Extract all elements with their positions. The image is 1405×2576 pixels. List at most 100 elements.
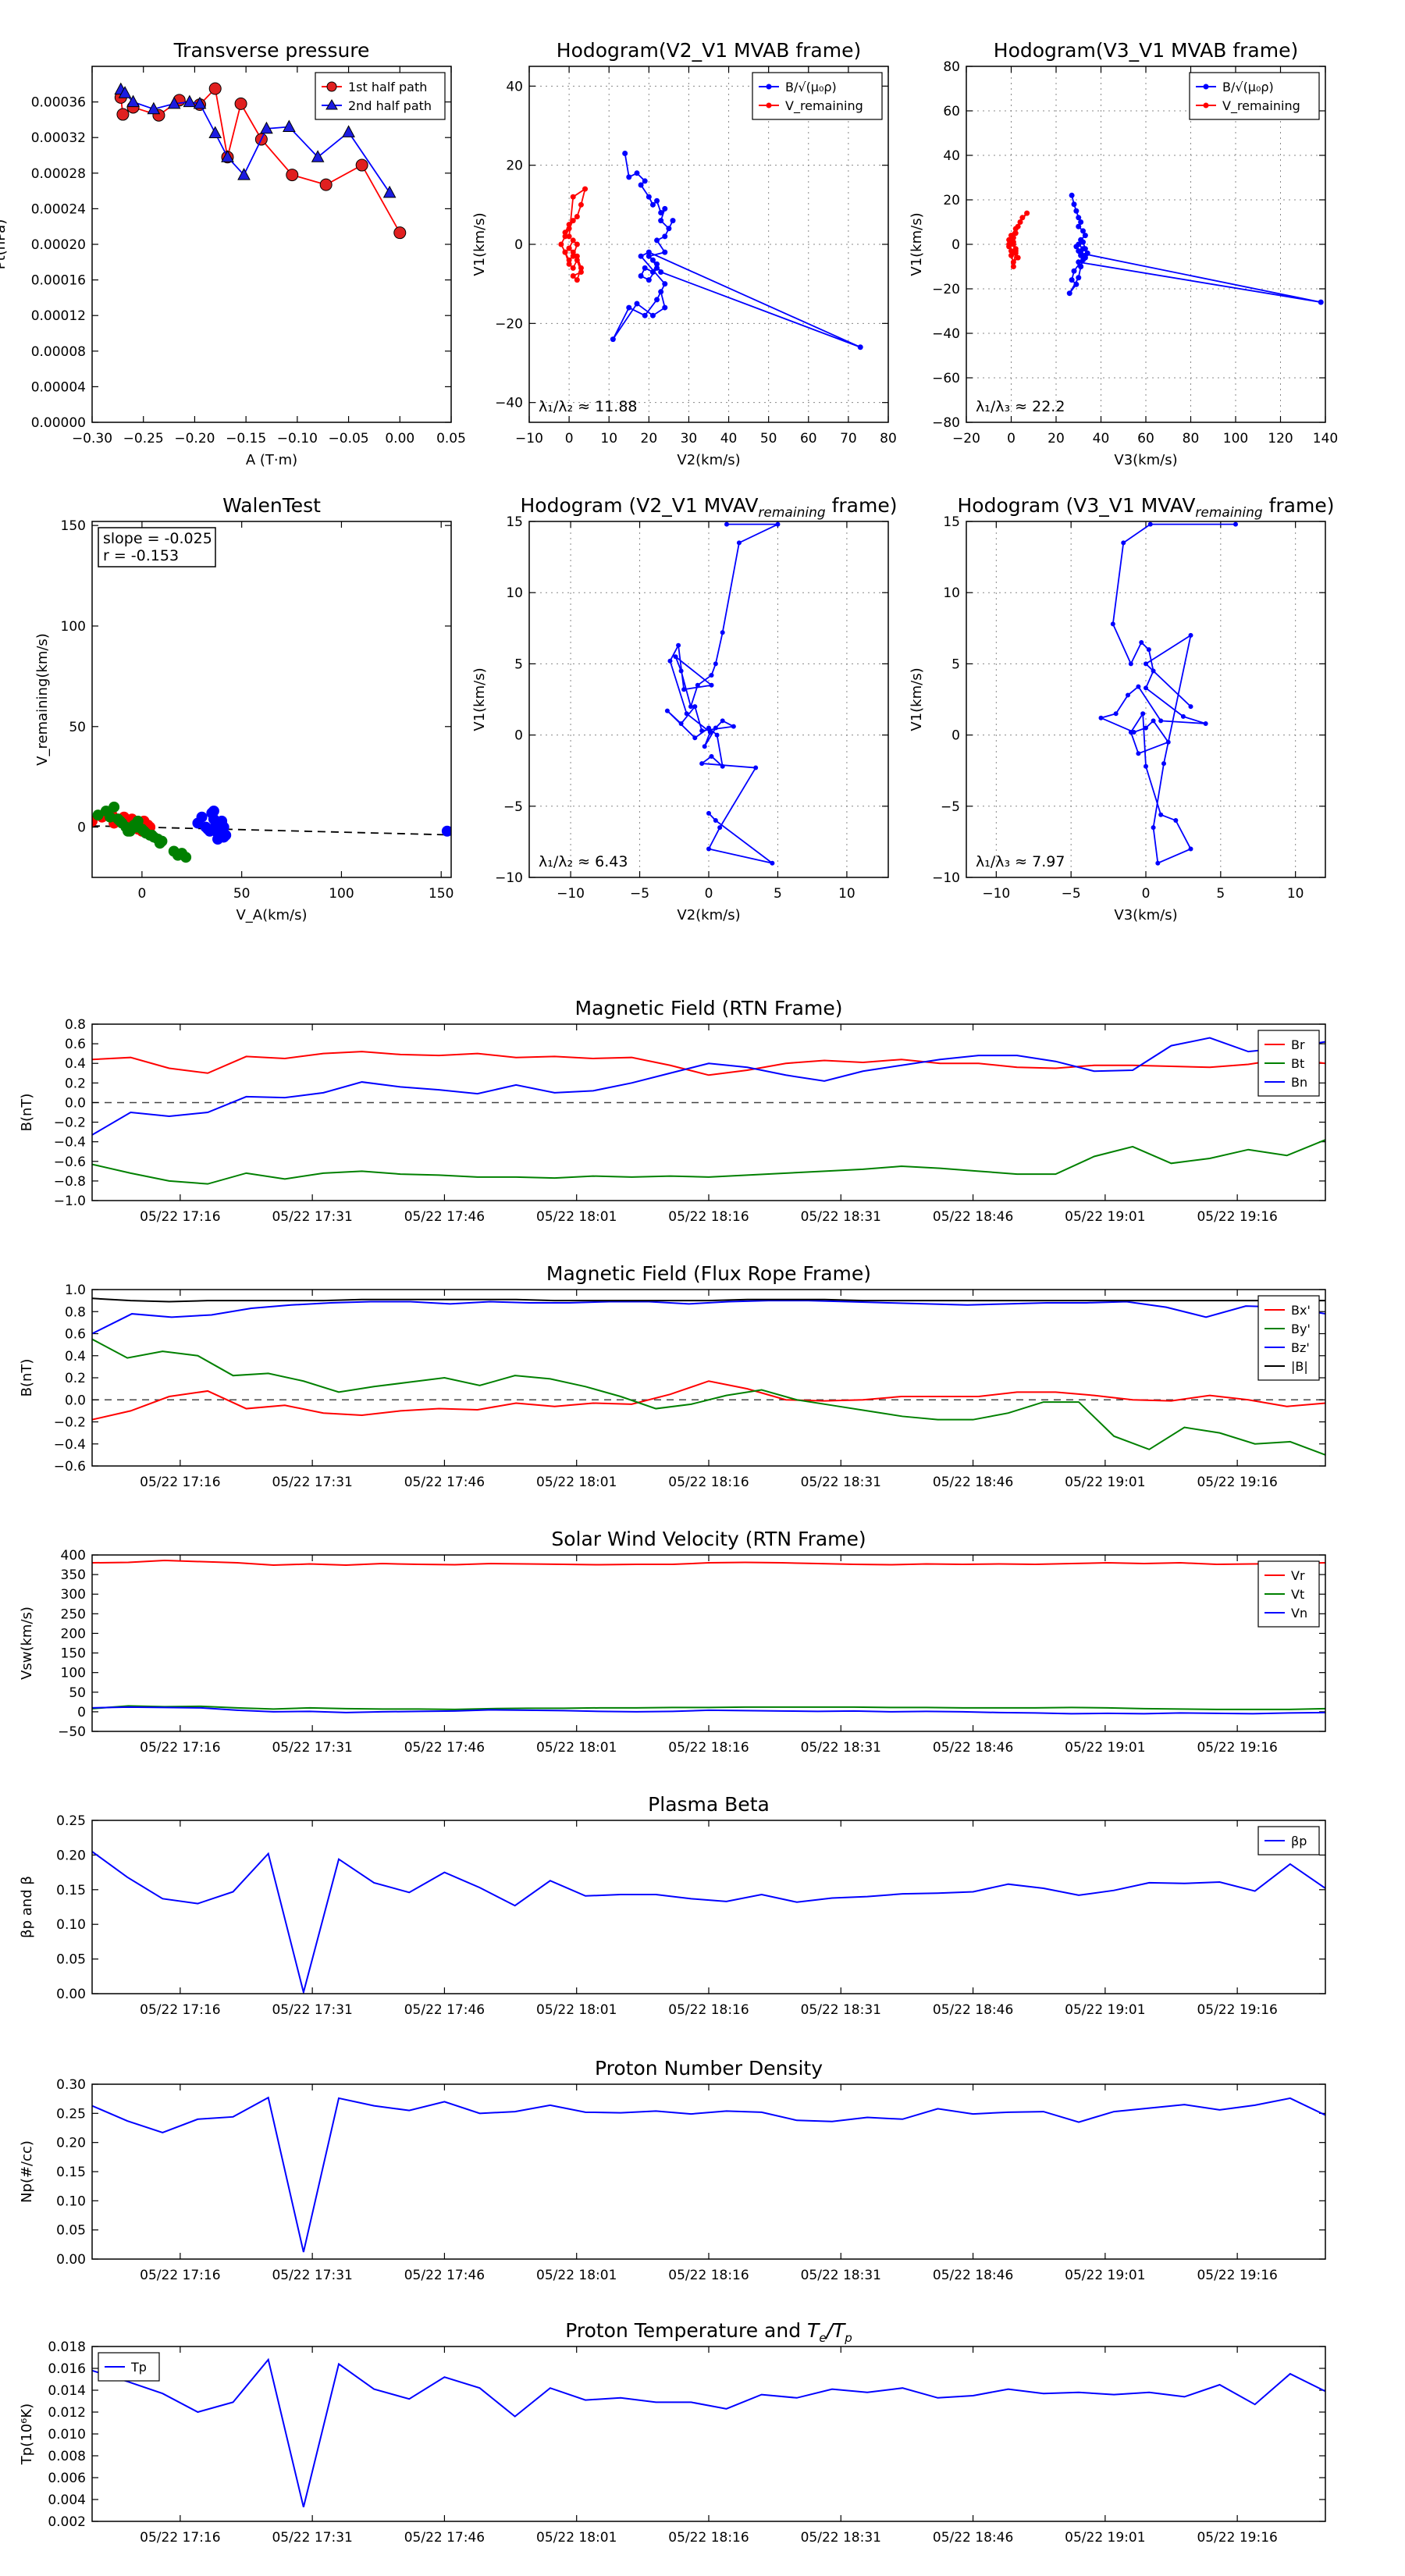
y-axis-label: Np(#/cc) — [19, 2140, 35, 2203]
x-tick-label: −10 — [515, 431, 543, 447]
x-tick-label: 40 — [720, 431, 738, 447]
data-point — [1188, 846, 1193, 852]
data-point — [566, 261, 572, 267]
x-tick-label: 05/22 17:31 — [272, 2268, 352, 2283]
data-point — [570, 249, 576, 255]
chart-title: Hodogram(V2_V1 MVAB frame) — [557, 39, 861, 62]
y-tick-label: 0.10 — [56, 1917, 86, 1933]
y-tick-label: 0.0 — [65, 1393, 86, 1408]
x-tick-label: 40 — [1093, 431, 1110, 447]
ratio-annotation: λ₁/λ₃ ≈ 7.97 — [976, 853, 1065, 870]
y-tick-label: 0.018 — [48, 2339, 86, 2355]
y-tick-label: −0.8 — [54, 1174, 86, 1190]
y-tick-label: 0.010 — [48, 2427, 86, 2443]
y-tick-label: −50 — [58, 1724, 86, 1740]
data-point — [208, 126, 222, 138]
plot-area — [92, 1037, 1325, 1185]
legend-label: Br — [1291, 1037, 1305, 1052]
y-tick-label: 5 — [951, 656, 960, 672]
legend-label: V_remaining — [785, 98, 863, 114]
axes-frame — [528, 521, 889, 878]
data-point — [731, 724, 736, 729]
ratio-annotation: λ₁/λ₂ ≈ 6.43 — [539, 853, 628, 870]
legend-box — [752, 72, 883, 120]
data-point — [319, 178, 333, 191]
data-point — [578, 265, 584, 271]
y-tick-label: 0.25 — [56, 2106, 86, 2122]
data-point — [1082, 246, 1088, 252]
data-point — [649, 257, 656, 263]
data-point — [1076, 215, 1082, 221]
x-tick-label: −5 — [630, 886, 649, 902]
chart-title: Transverse pressure — [173, 39, 370, 62]
data-point — [1006, 244, 1012, 250]
legend-label: By' — [1291, 1322, 1311, 1336]
series-by--line — [92, 1338, 1325, 1456]
y-tick-label: −0.2 — [54, 1415, 86, 1431]
data-point — [578, 269, 584, 275]
x-tick-label: 0.05 — [436, 431, 466, 447]
y-tick-label: 0.8 — [65, 1304, 86, 1320]
scatter-point — [202, 824, 214, 835]
y-tick-label: 0.05 — [56, 2223, 86, 2239]
y-tick-label: 0.6 — [65, 1327, 86, 1343]
x-tick-label: 100 — [329, 886, 354, 902]
y-tick-label: 0.00032 — [31, 130, 86, 146]
x-tick-label: 05/22 17:31 — [272, 2002, 352, 2018]
data-point — [1144, 763, 1148, 769]
data-point — [566, 226, 572, 232]
data-point — [678, 721, 684, 727]
data-point — [1012, 230, 1019, 237]
y-axis-label: Tp(10⁶K) — [19, 2403, 35, 2465]
x-tick-label: 05/22 19:01 — [1065, 1209, 1145, 1225]
data-point — [1151, 718, 1156, 724]
data-point — [654, 265, 660, 271]
data-point — [1136, 751, 1141, 756]
data-point — [1006, 237, 1012, 243]
plot-area — [664, 521, 781, 866]
data-point — [1010, 264, 1016, 269]
x-tick-label: 05/22 17:46 — [404, 1209, 485, 1225]
ratio-annotation: λ₁/λ₃ ≈ 22.2 — [976, 398, 1065, 415]
data-point — [582, 186, 589, 192]
y-tick-label: 0.00 — [56, 2252, 86, 2268]
y-tick-label: 0.15 — [56, 2165, 86, 2180]
x-tick-label: 05/22 19:01 — [1065, 2002, 1145, 2018]
axes-frame — [91, 1554, 1326, 1732]
data-point — [753, 765, 759, 770]
y-tick-label: 0.6 — [65, 1037, 86, 1052]
scatter-point — [114, 815, 126, 827]
x-tick-label: 80 — [880, 431, 897, 447]
data-point — [208, 82, 222, 95]
chart-title: Hodogram (V3_V1 MVAVremaining frame) — [958, 494, 1335, 521]
y-tick-label: 0.00000 — [31, 415, 86, 431]
y-tick-label: 100 — [61, 1666, 86, 1681]
data-point — [676, 642, 681, 648]
series--p-line — [92, 1851, 1325, 1994]
x-tick-label: 20 — [641, 431, 658, 447]
data-point — [1080, 257, 1086, 263]
chart-hodo21: −10 0 10 20 30 40 50 60 70 80 −40 −20 0 20 40 Hodogram(… — [471, 39, 897, 468]
x-tick-label: 05/22 17:16 — [140, 1740, 220, 1756]
x-tick-label: −0.05 — [329, 431, 369, 447]
y-tick-label: 0 — [951, 237, 960, 253]
y-tick-label: 0.00 — [56, 1987, 86, 2002]
y-tick-label: 0.00012 — [31, 308, 86, 324]
x-tick-label: 05/22 19:01 — [1065, 1740, 1145, 1756]
x-tick-label: 05/22 18:46 — [933, 2268, 1013, 2283]
x-tick-label: 10 — [1287, 886, 1304, 902]
series-vt-line — [92, 1705, 1325, 1710]
x-tick-label: 100 — [1223, 431, 1248, 447]
y-tick-label: 0.00016 — [31, 273, 86, 289]
y-tick-label: 0.002 — [48, 2514, 86, 2530]
y-tick-label: 0.014 — [48, 2383, 86, 2399]
scatter-point — [108, 801, 120, 813]
y-tick-label: 20 — [943, 193, 960, 208]
legend-label: 1st half path — [348, 80, 427, 94]
x-tick-label: 05/22 18:31 — [801, 1740, 881, 1756]
x-tick-label: 0 — [705, 886, 713, 902]
data-point — [713, 818, 718, 824]
data-point — [1098, 715, 1104, 720]
